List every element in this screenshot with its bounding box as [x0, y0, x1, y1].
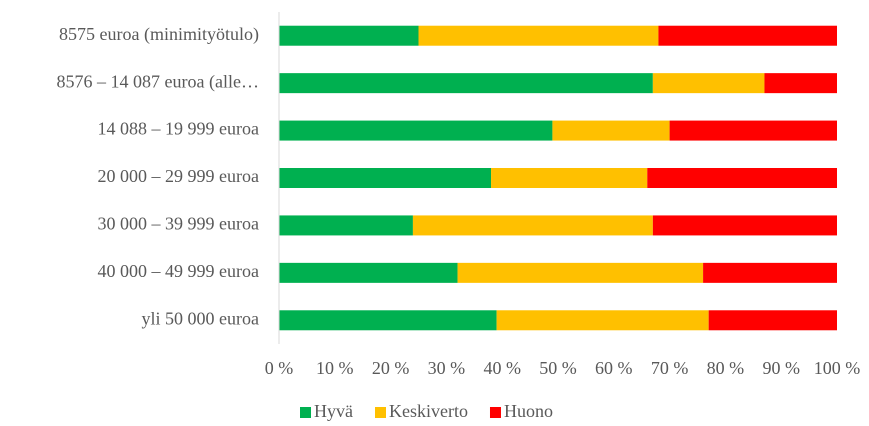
x-tick-label: 60 % [595, 358, 633, 378]
legend-swatch [375, 407, 386, 418]
bar-segment [669, 120, 837, 141]
bar-segment [491, 168, 648, 188]
x-tick-label: 10 % [316, 358, 354, 378]
legend-label: Keskiverto [389, 401, 468, 421]
bar-segment [703, 262, 837, 283]
bar-segment [764, 73, 837, 94]
y-tick-label: 30 000 – 39 999 euroa [98, 214, 259, 234]
x-tick-label: 70 % [651, 358, 689, 378]
legend-label: Hyvä [314, 401, 353, 421]
x-tick-label: 40 % [483, 358, 521, 378]
bar-segment [708, 310, 837, 331]
bar-segment [279, 120, 553, 141]
x-tick-label: 30 % [428, 358, 466, 378]
x-tick-label: 50 % [539, 358, 577, 378]
bar-segment [652, 215, 837, 236]
bar-segment [279, 262, 458, 283]
bar-segment [279, 73, 653, 94]
x-tick-label: 0 % [265, 358, 294, 378]
bar-segment [658, 25, 837, 46]
y-tick-label: yli 50 000 euroa [142, 308, 259, 328]
bar-segment [412, 215, 653, 236]
legend-swatch [300, 407, 311, 418]
y-tick-label: 20 000 – 29 999 euroa [98, 166, 259, 186]
bar-segment [652, 73, 765, 94]
x-tick-label: 100 % [814, 358, 861, 378]
bar-segment [647, 168, 837, 188]
bar-segment [552, 120, 670, 141]
bar-segment [457, 262, 704, 283]
y-tick-label: 14 088 – 19 999 euroa [98, 119, 259, 139]
legend-label: Huono [504, 401, 553, 421]
y-tick-label: 8575 euroa (minimityötulo) [59, 24, 259, 45]
y-tick-label: 8576 – 14 087 euroa (alle… [57, 71, 259, 92]
bar-segment [279, 215, 413, 236]
bar-segment [418, 25, 659, 46]
bar-segment [279, 310, 497, 331]
x-tick-label: 20 % [372, 358, 410, 378]
x-tick-label: 90 % [762, 358, 800, 378]
legend-swatch [489, 407, 501, 418]
y-tick-label: 40 000 – 49 999 euroa [98, 261, 259, 281]
bar-segment [279, 168, 492, 188]
bar-segment [496, 310, 709, 331]
bar-segment [279, 25, 419, 46]
x-tick-label: 80 % [707, 358, 745, 378]
